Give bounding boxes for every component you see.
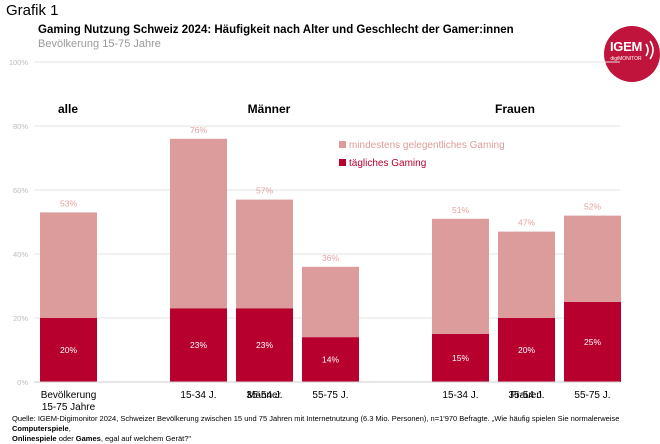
figure-label: Grafik 1 [6, 2, 59, 19]
bar-taeglich [40, 318, 97, 382]
source-sep2: oder [56, 434, 76, 443]
group-axis-label: Männer [247, 390, 282, 401]
category-label: 15-75 Jahre [42, 402, 96, 413]
legend-label-taeglich: tägliches Gaming [349, 158, 426, 169]
data-label-total: 47% [518, 218, 535, 228]
bar-gelegentlich [170, 138, 227, 309]
source-bold-onlinespiele: Onlinespiele [12, 434, 57, 443]
group-header: Männer [248, 102, 291, 116]
bar-gelegentlich [498, 231, 555, 318]
bar-gelegentlich [432, 218, 489, 334]
data-label-total: 52% [584, 202, 601, 212]
bar-gelegentlich [564, 215, 621, 302]
group-header: Frauen [495, 102, 535, 116]
igem-logo: IGEM digiMONITOR [604, 26, 660, 82]
data-label-total: 53% [60, 198, 77, 208]
y-tick-label: 80% [13, 122, 28, 131]
chart-title: Gaming Nutzung Schweiz 2024: Häufigkeit … [38, 24, 514, 36]
source-sep1: , [68, 424, 71, 433]
category-label: 35-54 J. [508, 390, 544, 401]
bar-taeglich [432, 334, 489, 382]
group-header: alle [58, 102, 78, 116]
source-note: Quelle: IGEM-Digimonitor 2024, Schweizer… [12, 414, 652, 444]
category-label: 35-54 J. [246, 390, 282, 401]
bar-taeglich [236, 308, 293, 382]
data-label-daily: 23% [256, 340, 273, 350]
y-tick-label: 100% [9, 58, 29, 67]
data-label-daily: 14% [322, 355, 339, 365]
source-bold-computerspiele: Computerspiele [12, 424, 69, 433]
bar-taeglich [170, 308, 227, 382]
group-axis-label: Frauen [510, 390, 542, 401]
category-label: 55-75 J. [312, 390, 348, 401]
data-label-daily: 25% [584, 337, 601, 347]
source-bold-games: Games [75, 434, 101, 443]
data-label-daily: 23% [190, 340, 207, 350]
bar-taeglich [302, 337, 359, 382]
logo-main-text: IGEM [609, 39, 643, 54]
category-label: 15-34 J. [442, 390, 478, 401]
category-label: Bevölkerung [41, 390, 97, 401]
bar-taeglich [564, 302, 621, 382]
chart-plot: 0% 20% 40% 60% 80% 100% 53% 20% Bevölkerung15-75… [9, 58, 621, 413]
data-label-total: 36% [322, 253, 339, 263]
data-label-daily: 20% [518, 345, 535, 355]
category-label: 55-75 J. [574, 390, 610, 401]
y-tick-label: 20% [13, 314, 28, 323]
y-tick-label: 60% [13, 186, 28, 195]
category-label: 15-34 J. [180, 390, 216, 401]
signal-waves-icon [645, 40, 654, 60]
bar-gelegentlich [40, 212, 97, 318]
legend-swatch-gelegentlich [339, 141, 346, 148]
y-tick-label: 0% [17, 378, 28, 387]
data-label-daily: 20% [60, 345, 77, 355]
legend-swatch-taeglich [339, 159, 346, 166]
data-label-total: 76% [190, 125, 207, 135]
bar-gelegentlich [236, 199, 293, 309]
source-text: Quelle: IGEM-Digimonitor 2024, Schweizer… [12, 414, 620, 423]
y-tick-label: 40% [13, 250, 28, 259]
bar-gelegentlich [302, 266, 359, 338]
data-label-total: 57% [256, 186, 273, 196]
data-label-total: 51% [452, 205, 469, 215]
bar-taeglich [498, 318, 555, 382]
source-text-end: , egal auf welchem Gerät?" [100, 434, 192, 443]
legend-label-gelegentlich: mindestens gelegentliches Gaming [349, 140, 505, 151]
data-label-daily: 15% [452, 353, 469, 363]
logo-sub-text: digiMONITOR [610, 56, 642, 62]
chart-subtitle: Bevölkerung 15-75 Jahre [38, 38, 161, 50]
